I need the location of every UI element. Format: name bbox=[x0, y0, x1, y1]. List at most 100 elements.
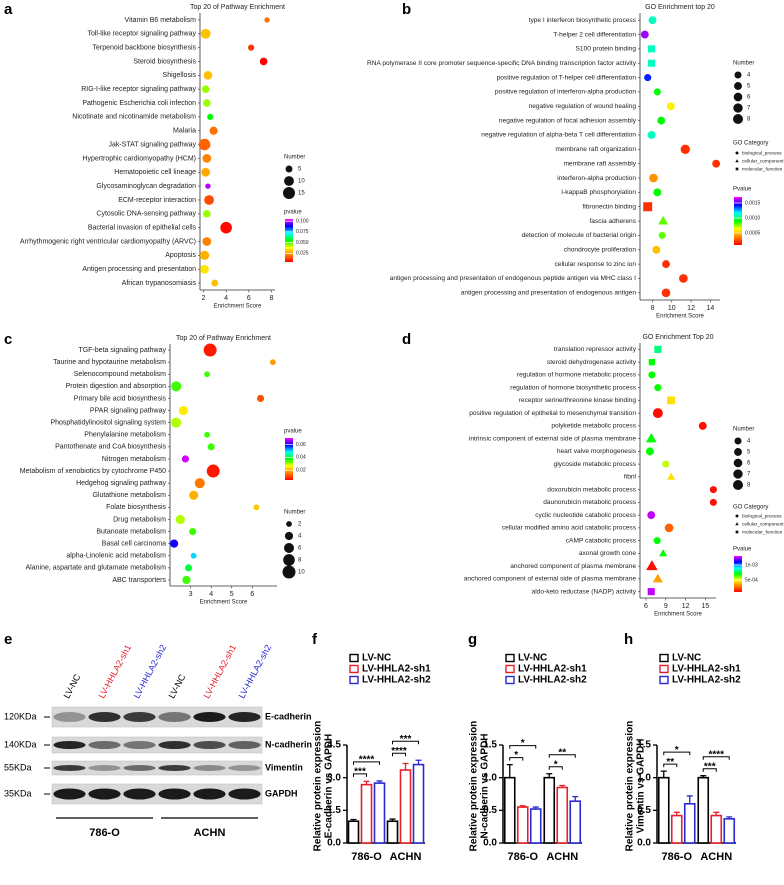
x-tick-label: 14 bbox=[706, 305, 714, 312]
category-label: intrinsic component of external side of … bbox=[469, 435, 636, 442]
category-legend-label: biological_process bbox=[742, 150, 782, 156]
size-legend-label: 5 bbox=[747, 450, 751, 456]
point bbox=[680, 144, 690, 155]
size-legend-label: 4 bbox=[298, 534, 302, 540]
category-label: Steroid biosynthesis bbox=[133, 58, 196, 65]
point bbox=[645, 447, 654, 456]
category-label: anchored component of external side of p… bbox=[464, 576, 637, 583]
panel-label: g bbox=[468, 631, 477, 648]
category-label: fibronectin binding bbox=[582, 203, 636, 210]
significance-bracket bbox=[548, 754, 576, 758]
size-legend-label: 8 bbox=[747, 483, 751, 489]
x-tick-label: 6 bbox=[644, 603, 648, 610]
marker-label: 55KDa bbox=[4, 762, 32, 772]
point bbox=[647, 588, 655, 596]
point bbox=[198, 138, 211, 151]
x-tick-label: 8 bbox=[270, 295, 274, 302]
point bbox=[205, 183, 211, 189]
category-label: steroid dehydrogenase activity bbox=[547, 359, 637, 366]
y-tick-label: 1.0 bbox=[637, 772, 651, 783]
category-legend-mark bbox=[735, 514, 739, 518]
point bbox=[269, 359, 276, 366]
point bbox=[204, 431, 210, 438]
point bbox=[203, 70, 213, 80]
point bbox=[194, 478, 205, 489]
category-label: antigen processing and presentation of e… bbox=[461, 290, 637, 297]
blot-band bbox=[158, 741, 191, 749]
error-bar bbox=[726, 816, 733, 819]
point bbox=[712, 159, 721, 168]
blot-band bbox=[228, 712, 261, 722]
legend-label: LV-HHLA2-sh2 bbox=[518, 675, 587, 686]
legend-swatch bbox=[505, 653, 515, 663]
category-label: positive regulation of epithelial to mes… bbox=[469, 410, 636, 417]
point bbox=[184, 564, 193, 572]
point bbox=[662, 460, 670, 468]
y-axis-title: Relative protein expression bbox=[469, 721, 480, 852]
category-label: Hematopoietic cell lineage bbox=[114, 169, 196, 176]
point bbox=[209, 126, 218, 135]
category-label: Bacterial invasion of epithelial cells bbox=[88, 225, 197, 232]
point bbox=[204, 371, 210, 378]
error-bar bbox=[559, 784, 566, 788]
x-tick-label: 12 bbox=[687, 305, 695, 312]
point bbox=[648, 45, 656, 53]
size-legend-mark bbox=[734, 82, 742, 90]
blot-band bbox=[158, 712, 191, 722]
point bbox=[256, 394, 265, 403]
category-label: Nicotinate and nicotinamide metabolism bbox=[72, 114, 196, 121]
point bbox=[189, 527, 197, 536]
category-label: Shigellosis bbox=[163, 72, 197, 79]
category-label: Pantothenate and CoA biosynthesis bbox=[55, 444, 166, 451]
category-label: Hedgehog signaling pathway bbox=[76, 480, 166, 487]
chart-title: Top 20 of Pathway Enrichment bbox=[176, 335, 271, 342]
blot-strip bbox=[51, 760, 263, 776]
size-legend-label: 7 bbox=[747, 106, 751, 112]
category-label: Antigen processing and presentation bbox=[82, 266, 196, 273]
error-bar bbox=[519, 805, 526, 808]
point bbox=[652, 408, 663, 419]
category-label: membrane raft organization bbox=[555, 146, 636, 153]
point bbox=[653, 188, 662, 197]
category-label: cellular modified amino acid catabolic p… bbox=[502, 525, 637, 532]
y-axis-title: N-cadherin vs GAPDH bbox=[480, 733, 491, 838]
bar bbox=[710, 814, 723, 844]
category-label: alpha-Linolenic acid metabolism bbox=[66, 553, 166, 560]
blot-band bbox=[53, 788, 86, 800]
bar bbox=[556, 786, 569, 844]
panel-label: b bbox=[402, 1, 411, 18]
category-label: membrane raft assembly bbox=[563, 160, 636, 167]
category-label: I-kappaB phosphorylation bbox=[561, 189, 636, 196]
size-legend-mark bbox=[734, 437, 742, 445]
size-legend-mark bbox=[733, 480, 743, 490]
significance-label: **** bbox=[359, 755, 375, 766]
point bbox=[667, 396, 675, 405]
marker-label: 35KDa bbox=[4, 788, 32, 798]
point bbox=[666, 102, 675, 111]
significance-bracket bbox=[702, 756, 730, 760]
point bbox=[175, 514, 185, 525]
x-tick-label: ACHN bbox=[546, 851, 578, 863]
size-legend-mark bbox=[283, 554, 295, 566]
x-axis-title: Enrichment Score bbox=[214, 304, 262, 310]
category-legend-label: cellular_component bbox=[742, 521, 784, 527]
blot-band bbox=[123, 741, 156, 749]
point bbox=[654, 384, 662, 392]
category-legend-label: molecular_function bbox=[742, 166, 783, 172]
bar bbox=[373, 782, 386, 844]
bar bbox=[683, 802, 696, 844]
point bbox=[201, 85, 210, 93]
point bbox=[657, 116, 666, 125]
error-bar bbox=[572, 795, 579, 802]
size-legend-title: Number bbox=[284, 155, 305, 161]
y-tick-label: 1.5 bbox=[327, 805, 341, 816]
category-label: Alanine, aspartate and glutamate metabol… bbox=[26, 565, 167, 572]
size-legend-mark bbox=[283, 542, 295, 554]
significance-bracket bbox=[663, 763, 678, 768]
y-tick-label: 0.0 bbox=[327, 838, 341, 849]
point bbox=[201, 167, 211, 177]
significance-bracket bbox=[509, 745, 537, 749]
size-legend-label: 4 bbox=[747, 73, 751, 79]
